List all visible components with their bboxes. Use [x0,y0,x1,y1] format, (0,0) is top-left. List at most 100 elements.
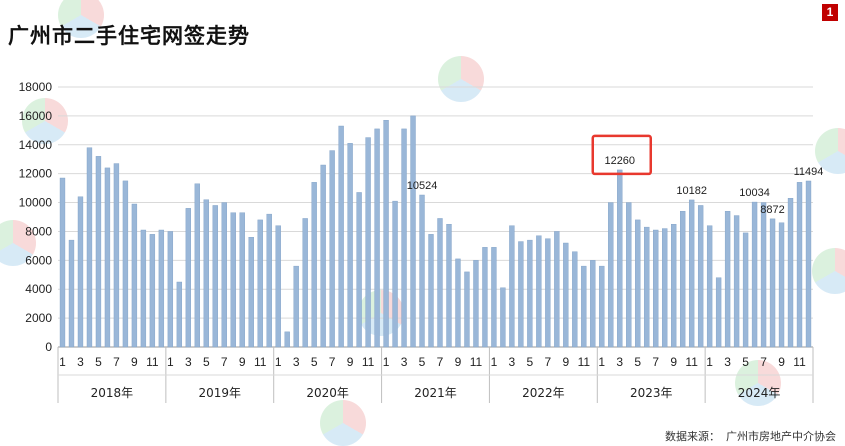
bar [437,218,443,348]
bar [302,218,308,348]
bar [644,226,650,348]
x-tick-label: 3 [401,355,408,369]
y-tick-label: 2000 [25,311,52,325]
watermark-logo [320,400,366,446]
bar [482,247,488,348]
bar [176,281,183,348]
bar [671,224,677,348]
y-tick-label: 14000 [19,138,53,152]
x-tick-label: 11 [685,355,698,369]
bar [715,277,722,348]
bar [581,265,587,348]
bar [608,202,614,348]
bar [554,231,560,348]
bar [455,258,461,348]
data-label: 10524 [407,180,438,192]
bar [239,212,245,348]
bar [266,213,272,348]
bar [356,192,362,348]
y-tick-label: 8000 [25,224,52,238]
bar [275,225,281,348]
bar [473,260,479,348]
source-label: 数据来源： [665,430,720,443]
x-tick-label: 3 [185,355,192,369]
bar [77,196,84,348]
x-tick-label: 9 [778,355,785,369]
x-tick-label: 5 [742,355,749,369]
x-tick-label: 7 [760,355,767,369]
watermark-logo [815,128,845,174]
x-tick-label: 1 [167,355,174,369]
page-number-badge: 1 [822,4,838,21]
y-tick-label: 18000 [19,80,53,94]
bar [527,239,533,348]
bar [68,239,75,348]
bar [284,331,290,348]
bar [635,219,641,348]
bar [653,229,659,348]
bar [122,180,129,348]
x-tick-label: 11 [578,355,591,369]
x-tick-label: 3 [509,355,516,369]
x-tick-label: 1 [706,355,713,369]
highlight-box [591,134,653,176]
bar [203,199,209,348]
bar [401,128,407,348]
x-tick-label: 7 [221,355,228,369]
y-tick-label: 16000 [19,109,53,123]
bar [338,125,344,348]
data-label: 10034 [739,187,770,199]
watermark-logo [0,220,36,266]
bar [662,228,668,348]
bar [769,218,776,348]
bar [446,224,452,348]
x-tick-label: 1 [275,355,282,369]
x-tick-label: 7 [113,355,120,369]
bar [149,234,156,348]
bar [113,163,120,348]
year-label: 2020年 [306,386,349,400]
x-tick-label: 11 [254,355,267,369]
bar [248,237,254,348]
chart-title: 广州市二手住宅网签走势 [8,24,250,48]
y-tick-label: 6000 [25,253,52,267]
bar [599,265,605,348]
data-label: 12260 [604,155,635,167]
year-label: 2019年 [199,386,242,400]
bar [697,205,704,348]
bar [742,232,749,348]
bar [572,251,578,348]
bar [86,147,93,348]
bar [778,222,785,348]
bar [383,120,389,348]
data-source: 数据来源： 广州市房地产中介协会 [665,428,842,444]
x-tick-label: 9 [455,355,462,369]
bar [320,164,326,348]
bar [347,143,353,348]
bar [509,225,515,348]
y-tick-label: 10000 [19,196,53,210]
bar [796,182,803,348]
x-tick-label: 9 [131,355,138,369]
x-tick-label: 5 [203,355,210,369]
y-tick-label: 12000 [19,167,53,181]
bar [500,287,506,348]
x-tick-label: 9 [239,355,246,369]
year-label: 2018年 [91,386,134,400]
watermark-logo [735,360,781,406]
bar [706,225,713,348]
x-tick-label: 5 [527,355,534,369]
bar [617,169,623,348]
x-tick-label: 5 [419,355,426,369]
bar [95,156,102,348]
x-tick-label: 9 [670,355,677,369]
bar [410,115,416,348]
watermark-logo [58,0,104,38]
bar [590,260,596,348]
x-tick-label: 5 [634,355,641,369]
bar [563,242,569,348]
data-label: 8872 [760,204,784,216]
x-tick-label: 9 [347,355,354,369]
bar [626,202,632,348]
